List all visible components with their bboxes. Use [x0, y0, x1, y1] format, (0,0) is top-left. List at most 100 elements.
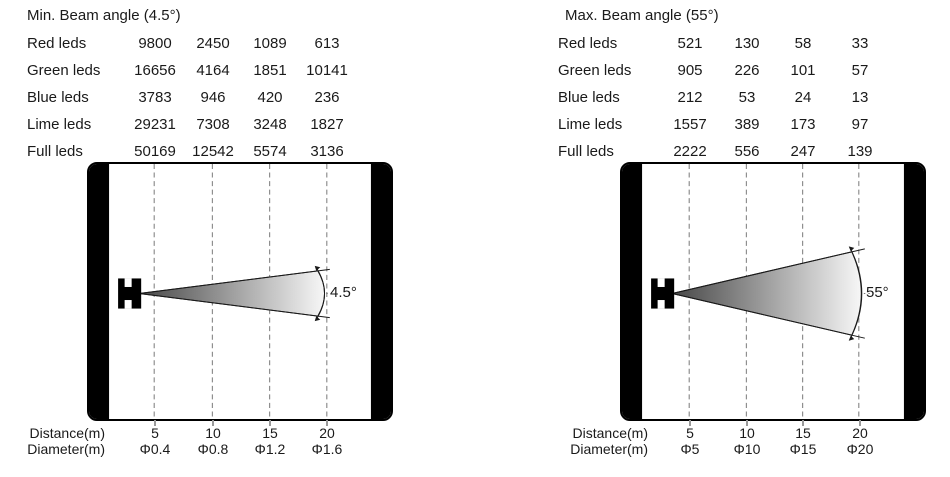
distance-value: 15 — [262, 425, 278, 441]
led-row-label: Lime leds — [558, 116, 623, 133]
lux-value: 1557 — [673, 116, 707, 133]
lux-value: 4164 — [196, 62, 230, 79]
diameter-value: Φ1.2 — [254, 441, 286, 457]
section-title: Max. Beam angle (55°) — [565, 7, 719, 24]
beam-angle-label: 4.5° — [330, 284, 357, 301]
lux-value: 13 — [851, 89, 869, 106]
beam-diagram-canvas — [622, 164, 924, 419]
lux-value: 57 — [851, 62, 869, 79]
wall-bars — [622, 164, 924, 419]
distance-axis-label: Distance(m) — [572, 425, 648, 441]
distance-value: 5 — [686, 425, 694, 441]
lux-value: 3136 — [310, 143, 344, 160]
lux-value: 50169 — [134, 143, 176, 160]
lux-value: 905 — [677, 62, 703, 79]
distance-value: 5 — [151, 425, 159, 441]
lux-value: 9800 — [138, 35, 172, 52]
lux-value: 53 — [738, 89, 756, 106]
lux-value: 1827 — [310, 116, 344, 133]
lux-value: 3783 — [138, 89, 172, 106]
beam-diagram — [87, 162, 393, 421]
beam-diagram-canvas — [89, 164, 391, 419]
led-row-label: Lime leds — [27, 116, 92, 133]
lux-value: 101 — [790, 62, 816, 79]
lux-value: 139 — [847, 143, 873, 160]
lux-value: 3248 — [253, 116, 287, 133]
beam-angle-label: 55° — [866, 284, 889, 301]
arc-arrow-top — [314, 265, 321, 271]
lux-value: 247 — [790, 143, 816, 160]
lux-value: 521 — [677, 35, 703, 52]
lux-value: 16656 — [134, 62, 176, 79]
lux-value: 226 — [734, 62, 760, 79]
lux-value: 97 — [851, 116, 869, 133]
section-title: Min. Beam angle (4.5°) — [27, 7, 181, 24]
diameter-value: Φ10 — [733, 441, 761, 457]
led-row-label: Blue leds — [27, 89, 89, 106]
lux-value: 5574 — [253, 143, 287, 160]
angle-arc — [849, 247, 863, 340]
distance-value: 10 — [739, 425, 755, 441]
lux-value: 556 — [734, 143, 760, 160]
distance-value: 10 — [205, 425, 221, 441]
arc-arrow-bottom — [314, 316, 321, 322]
lux-value: 7308 — [196, 116, 230, 133]
diameter-value: Φ0.4 — [139, 441, 171, 457]
arc-arrow-top — [848, 246, 855, 252]
light-fixture-icon — [118, 278, 142, 309]
lux-value: 613 — [314, 35, 340, 52]
led-row-label: Full leds — [27, 143, 83, 160]
distance-value: 20 — [319, 425, 335, 441]
diameter-axis-label: Diameter(m) — [27, 441, 105, 457]
diameter-value: Φ0.8 — [197, 441, 229, 457]
diameter-value: Φ15 — [789, 441, 817, 457]
lux-value: 2450 — [196, 35, 230, 52]
lux-value: 420 — [257, 89, 283, 106]
gridline-tick — [746, 420, 748, 426]
led-row-label: Full leds — [558, 143, 614, 160]
beam-edge-lines — [672, 248, 865, 339]
lux-value: 212 — [677, 89, 703, 106]
led-row-label: Red leds — [27, 35, 87, 52]
lux-value: 10141 — [306, 62, 348, 79]
light-fixture-icon — [651, 278, 675, 309]
arc-arrow-bottom — [848, 335, 855, 341]
beam-cone — [672, 251, 862, 336]
gridline-tick — [326, 420, 328, 426]
wall-bars — [89, 164, 391, 419]
lux-value: 389 — [734, 116, 760, 133]
gridline-tick — [802, 420, 804, 426]
diameter-value: Φ5 — [680, 441, 700, 457]
diameter-value: Φ20 — [846, 441, 874, 457]
diameter-value: Φ1.6 — [311, 441, 343, 457]
lux-value: 29231 — [134, 116, 176, 133]
distance-value: 20 — [852, 425, 868, 441]
beam-edge-lines — [139, 268, 330, 319]
gridline-tick — [154, 420, 156, 426]
gridline-tick — [269, 420, 271, 426]
lux-value: 1851 — [253, 62, 287, 79]
led-row-label: Blue leds — [558, 89, 620, 106]
lux-value: 58 — [794, 35, 812, 52]
led-row-label: Green leds — [558, 62, 632, 79]
lux-value: 2222 — [673, 143, 707, 160]
distance-value: 15 — [795, 425, 811, 441]
lux-value: 130 — [734, 35, 760, 52]
diameter-axis-label: Diameter(m) — [570, 441, 648, 457]
led-row-label: Green leds — [27, 62, 101, 79]
gridline-tick — [689, 420, 691, 426]
lux-value: 173 — [790, 116, 816, 133]
angle-arc — [315, 266, 326, 321]
led-row-label: Red leds — [558, 35, 618, 52]
lux-value: 946 — [200, 89, 226, 106]
min-beam-section: Min. Beam angle (4.5°) Red leds 9800 245… — [27, 7, 393, 457]
distance-axis-label: Distance(m) — [29, 425, 105, 441]
lux-value: 12542 — [192, 143, 234, 160]
beam-diagram — [620, 162, 926, 421]
lux-value: 236 — [314, 89, 340, 106]
lux-value: 24 — [794, 89, 812, 106]
lux-value: 1089 — [253, 35, 287, 52]
gridline-tick — [212, 420, 214, 426]
gridline-tick — [859, 420, 861, 426]
